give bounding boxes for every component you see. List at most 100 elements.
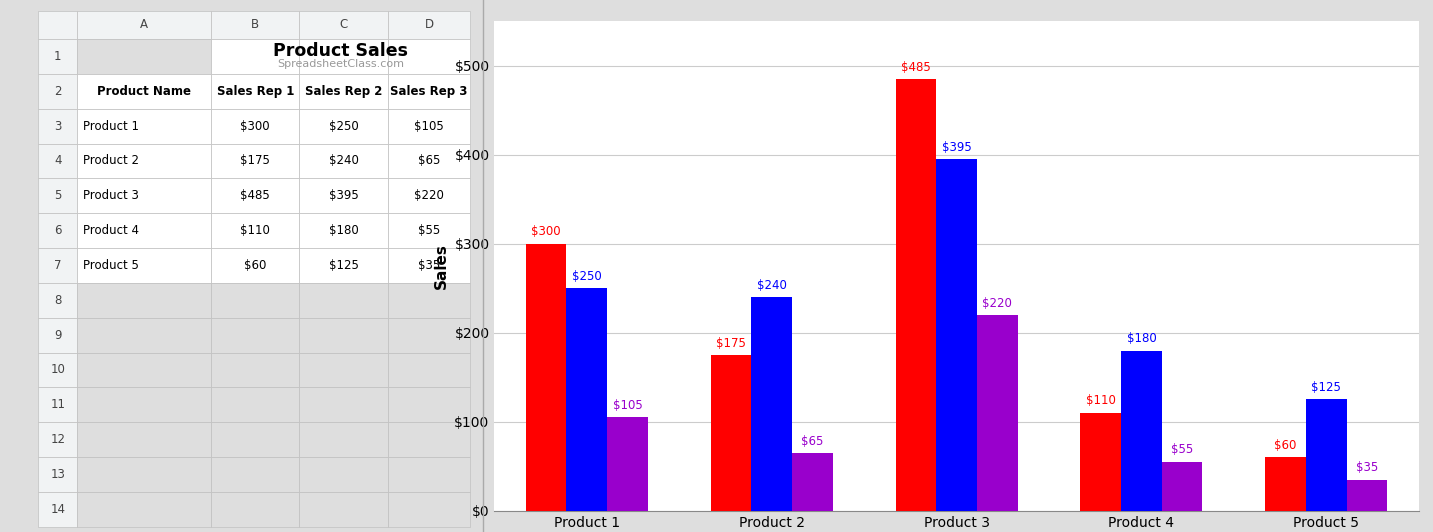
Bar [211, 353, 299, 387]
Bar [566, 288, 608, 511]
Bar [77, 283, 211, 318]
Bar [299, 318, 388, 353]
Text: $300: $300 [241, 120, 269, 132]
Text: $55: $55 [1171, 444, 1194, 456]
Bar [39, 353, 77, 387]
Text: D: D [424, 18, 434, 31]
Text: 1: 1 [54, 50, 62, 63]
Text: 2: 2 [54, 85, 62, 98]
Bar [211, 248, 299, 283]
Bar [39, 422, 77, 457]
Bar [77, 353, 211, 387]
Text: $55: $55 [418, 224, 440, 237]
Text: $110: $110 [1086, 395, 1116, 408]
Text: Sales Rep 2: Sales Rep 2 [305, 85, 383, 98]
Text: C: C [340, 18, 348, 31]
Bar [388, 74, 470, 109]
Text: $125: $125 [328, 259, 358, 272]
Bar [792, 453, 833, 511]
Bar [299, 457, 388, 492]
Bar [299, 109, 388, 144]
Bar [388, 422, 470, 457]
Text: $395: $395 [941, 141, 972, 154]
Text: $240: $240 [757, 279, 787, 292]
Bar [977, 315, 1017, 511]
Bar [211, 422, 299, 457]
Text: $220: $220 [414, 189, 444, 202]
Text: 7: 7 [54, 259, 62, 272]
Text: $105: $105 [612, 399, 642, 412]
Bar [711, 355, 751, 511]
Bar [299, 248, 388, 283]
Text: $485: $485 [901, 61, 931, 74]
Bar [77, 74, 211, 109]
Bar [299, 387, 388, 422]
Bar [1265, 458, 1305, 511]
Bar [77, 457, 211, 492]
Text: $180: $180 [1126, 332, 1156, 345]
Text: SpreadsheetClass.com: SpreadsheetClass.com [277, 59, 404, 69]
Bar [1305, 400, 1347, 511]
Bar [388, 492, 470, 527]
Text: $485: $485 [241, 189, 269, 202]
Bar [299, 422, 388, 457]
Text: B: B [251, 18, 259, 31]
Bar [211, 457, 299, 492]
Bar [1121, 351, 1162, 511]
Bar [299, 144, 388, 178]
Bar [211, 39, 299, 74]
Bar [211, 109, 299, 144]
Text: 4: 4 [54, 154, 62, 168]
Text: $35: $35 [418, 259, 440, 272]
Bar [388, 318, 470, 353]
Text: $60: $60 [244, 259, 267, 272]
Bar [77, 39, 211, 74]
Text: $395: $395 [328, 189, 358, 202]
Text: Sales Rep 3: Sales Rep 3 [390, 85, 467, 98]
Text: Product 1: Product 1 [83, 120, 139, 132]
Bar [39, 457, 77, 492]
Bar [211, 144, 299, 178]
Bar [39, 144, 77, 178]
Text: $175: $175 [716, 337, 747, 350]
Bar [299, 74, 388, 109]
Text: $175: $175 [241, 154, 271, 168]
Text: 13: 13 [50, 468, 66, 481]
Bar [211, 387, 299, 422]
Bar [388, 248, 470, 283]
Text: $110: $110 [241, 224, 271, 237]
Bar [299, 39, 388, 74]
Bar [388, 11, 470, 39]
Bar [77, 144, 211, 178]
Bar [299, 283, 388, 318]
Text: Product 4: Product 4 [83, 224, 139, 237]
Text: 8: 8 [54, 294, 62, 307]
Bar [77, 248, 211, 283]
Bar [39, 318, 77, 353]
Text: $35: $35 [1356, 461, 1379, 474]
Text: $250: $250 [328, 120, 358, 132]
Bar [211, 11, 299, 39]
Bar [39, 39, 77, 74]
Bar [388, 353, 470, 387]
Bar [39, 248, 77, 283]
Bar [77, 492, 211, 527]
Bar [39, 109, 77, 144]
Bar [77, 11, 211, 39]
Bar [388, 457, 470, 492]
Bar [388, 178, 470, 213]
Bar [299, 11, 388, 39]
Text: 9: 9 [54, 329, 62, 342]
Bar [39, 213, 77, 248]
Text: A: A [140, 18, 148, 31]
Bar [39, 74, 77, 109]
Bar [77, 178, 211, 213]
Text: Product Name: Product Name [97, 85, 191, 98]
Bar [388, 109, 470, 144]
Text: 12: 12 [50, 433, 66, 446]
Text: $180: $180 [328, 224, 358, 237]
Bar [39, 283, 77, 318]
Bar [77, 109, 211, 144]
Text: Sales Rep 1: Sales Rep 1 [216, 85, 294, 98]
Text: 6: 6 [54, 224, 62, 237]
